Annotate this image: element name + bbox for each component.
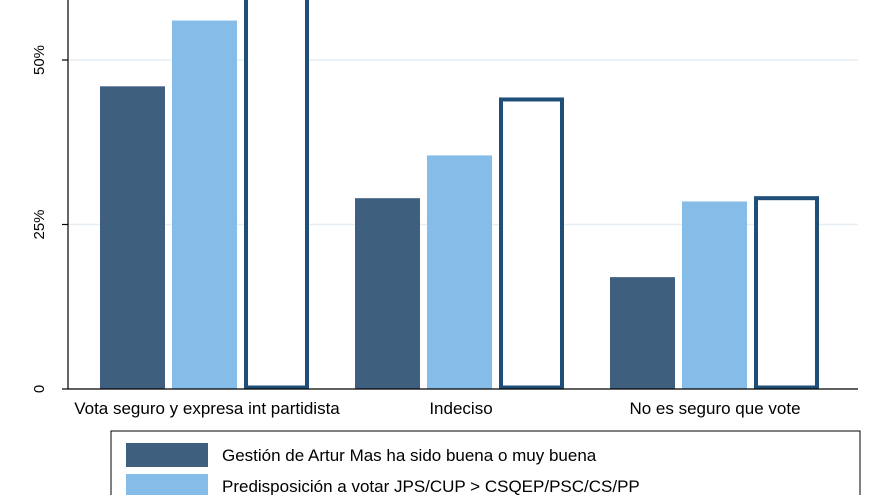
bar-series1-cat2 [355,198,420,389]
bar-series1-cat1 [100,86,165,389]
legend-swatch-2 [126,474,208,495]
bar-series3-cat3 [754,196,819,390]
x-category-label: Vota seguro y expresa int partidista [74,399,340,418]
bar-series3-cat1 [244,0,309,390]
bar-series3-cat2 [499,97,564,390]
legend: Gestión de Artur Mas ha sido buena o muy… [110,430,861,495]
x-category-label: Indeciso [429,399,492,418]
axes: 0 25% 50% Vota seguro y expresa int partidi… [31,0,858,418]
legend-box [110,430,861,495]
bars [100,0,819,390]
legend-label-2: Predisposición a votar JPS/CUP > CSQEP/P… [222,477,640,495]
y-tick-label-50: 50% [31,45,48,75]
bar-series2-cat3 [682,201,747,389]
y-tick-label-25: 25% [31,209,48,239]
bar-series2-cat1 [172,20,237,390]
bar-series1-cat3 [610,277,675,389]
bar-series2-cat2 [427,155,492,389]
x-category-label: No es seguro que vote [629,399,800,418]
legend-swatch-1 [126,443,208,467]
legend-label-1: Gestión de Artur Mas ha sido buena o muy… [222,446,597,465]
y-tick-label-0: 0 [31,385,48,393]
